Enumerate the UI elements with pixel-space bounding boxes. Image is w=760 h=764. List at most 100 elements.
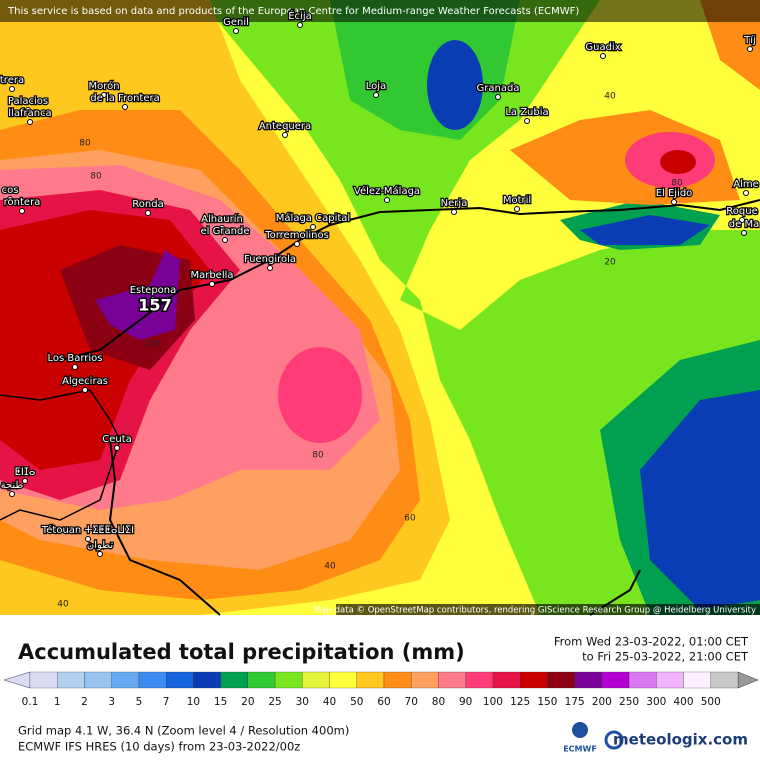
place-dot <box>671 199 677 205</box>
place-dot <box>297 22 303 28</box>
notice-bar <box>0 0 760 22</box>
place-dot <box>495 94 501 100</box>
contour-label: 80 <box>312 451 324 461</box>
grid-info: Grid map 4.1 W, 36.4 N (Zoom level 4 / R… <box>18 724 349 738</box>
notice: This service is based on data and produc… <box>7 6 579 17</box>
place-label: Tétouan ⵜⵉⵟⵟⴰⵡⵉⵏ <box>41 524 134 536</box>
place-label: Guadix <box>585 42 620 53</box>
place-dot <box>514 206 520 212</box>
road <box>108 439 221 616</box>
place-dot <box>9 86 15 92</box>
legend-level: 20 <box>241 696 254 708</box>
place-dot <box>25 107 31 113</box>
place-dot <box>114 445 120 451</box>
place-dot <box>72 364 78 370</box>
contour-label: 20 <box>604 258 616 268</box>
legend-level: 40 <box>323 696 336 708</box>
place-label: Motril <box>503 195 531 206</box>
legend-swatch <box>329 671 357 689</box>
place-dot <box>9 491 15 497</box>
legend-level: 60 <box>377 696 390 708</box>
place-dot <box>85 536 91 542</box>
legend-swatch <box>438 671 466 689</box>
place-label: El Ejido <box>656 188 693 199</box>
place-dot <box>294 241 300 247</box>
place-label: Fuengirola <box>244 254 296 265</box>
meteologix-logo <box>604 730 624 750</box>
legend-swatch <box>29 671 58 689</box>
place-dot <box>82 387 88 393</box>
place-dot <box>150 296 156 302</box>
legend-arrow-right <box>737 671 759 689</box>
legend-level: 25 <box>268 696 281 708</box>
time-from: From Wed 23-03-2022, 01:00 CET <box>554 635 749 649</box>
place-label: llafranca <box>8 108 51 119</box>
place-dot <box>384 197 390 203</box>
attribution-bar <box>336 604 760 615</box>
place-dot <box>101 92 107 98</box>
contour-label: 40 <box>604 92 616 102</box>
legend-swatch <box>574 671 602 689</box>
legend-level: 15 <box>214 696 227 708</box>
place-dot <box>743 190 749 196</box>
blue-zone <box>427 40 483 130</box>
place-dot <box>267 265 273 271</box>
place-dot <box>97 551 103 557</box>
place-label: Morón <box>88 80 119 92</box>
purple-zone <box>95 250 180 340</box>
legend-level: 0.1 <box>22 696 39 708</box>
place-dot <box>222 237 228 243</box>
orange-zone <box>700 0 760 90</box>
place-label: Estepona <box>130 285 177 296</box>
place-dot <box>524 118 530 124</box>
place-label: Los Barrios <box>47 353 102 364</box>
place-label: Écija <box>288 9 312 22</box>
place-dot <box>7 196 13 202</box>
place-label: Marbella <box>190 270 233 281</box>
place-label: Ronda <box>132 199 163 210</box>
road <box>59 199 760 361</box>
legend-level: 90 <box>459 696 472 708</box>
place-label: Antequera <box>259 121 311 132</box>
legend-level: 200 <box>592 696 612 708</box>
place-label: Loja <box>366 81 386 92</box>
legend-swatch <box>683 671 711 689</box>
legend-level: 150 <box>537 696 557 708</box>
place-dot <box>451 209 457 215</box>
place-dot <box>739 217 745 223</box>
legend-swatch <box>411 671 439 689</box>
place-label: de la Frontera <box>90 93 159 104</box>
place-dot <box>747 46 753 52</box>
place-dot <box>373 92 379 98</box>
legend: 0.1 1 2 3 5 7 10 15 20 25 30 40 50 60 70 80 90 100 125 150 1… <box>3 671 759 708</box>
coastline <box>0 389 121 521</box>
places: GenilÉcijatreraPalaciosllafrancaMorónde … <box>0 8 760 610</box>
place-label: La Zubia <box>505 107 548 118</box>
blue-zone <box>640 390 760 610</box>
place-dot <box>310 224 316 230</box>
place-label: Nerja <box>441 198 468 209</box>
place-dot <box>145 210 151 216</box>
contour-label: 80 <box>671 179 683 189</box>
place-label: Genil <box>223 17 249 28</box>
legend-level: 10 <box>187 696 200 708</box>
legend-level: 100 <box>483 696 503 708</box>
legend-level: 500 <box>701 696 721 708</box>
place-dot <box>27 119 33 125</box>
legend-swatch <box>302 671 330 689</box>
legend-swatch <box>220 671 248 689</box>
legend-swatch <box>111 671 140 689</box>
ecmwf-label: ECMWF <box>563 745 597 754</box>
legend-level: 2 <box>81 696 88 708</box>
contour-label: 150 <box>143 340 160 350</box>
place-label: rontera <box>4 197 41 208</box>
legend-swatch <box>274 671 303 689</box>
place-label: Vélez-Málaga <box>354 185 420 197</box>
legend-level: 1 <box>54 696 61 708</box>
legend-level: 3 <box>108 696 115 708</box>
legend-swatch <box>547 671 575 689</box>
legend-swatch <box>656 671 684 689</box>
attribution: Map data © OpenStreetMap contributors, r… <box>314 606 756 616</box>
legend-swatch <box>628 671 657 689</box>
